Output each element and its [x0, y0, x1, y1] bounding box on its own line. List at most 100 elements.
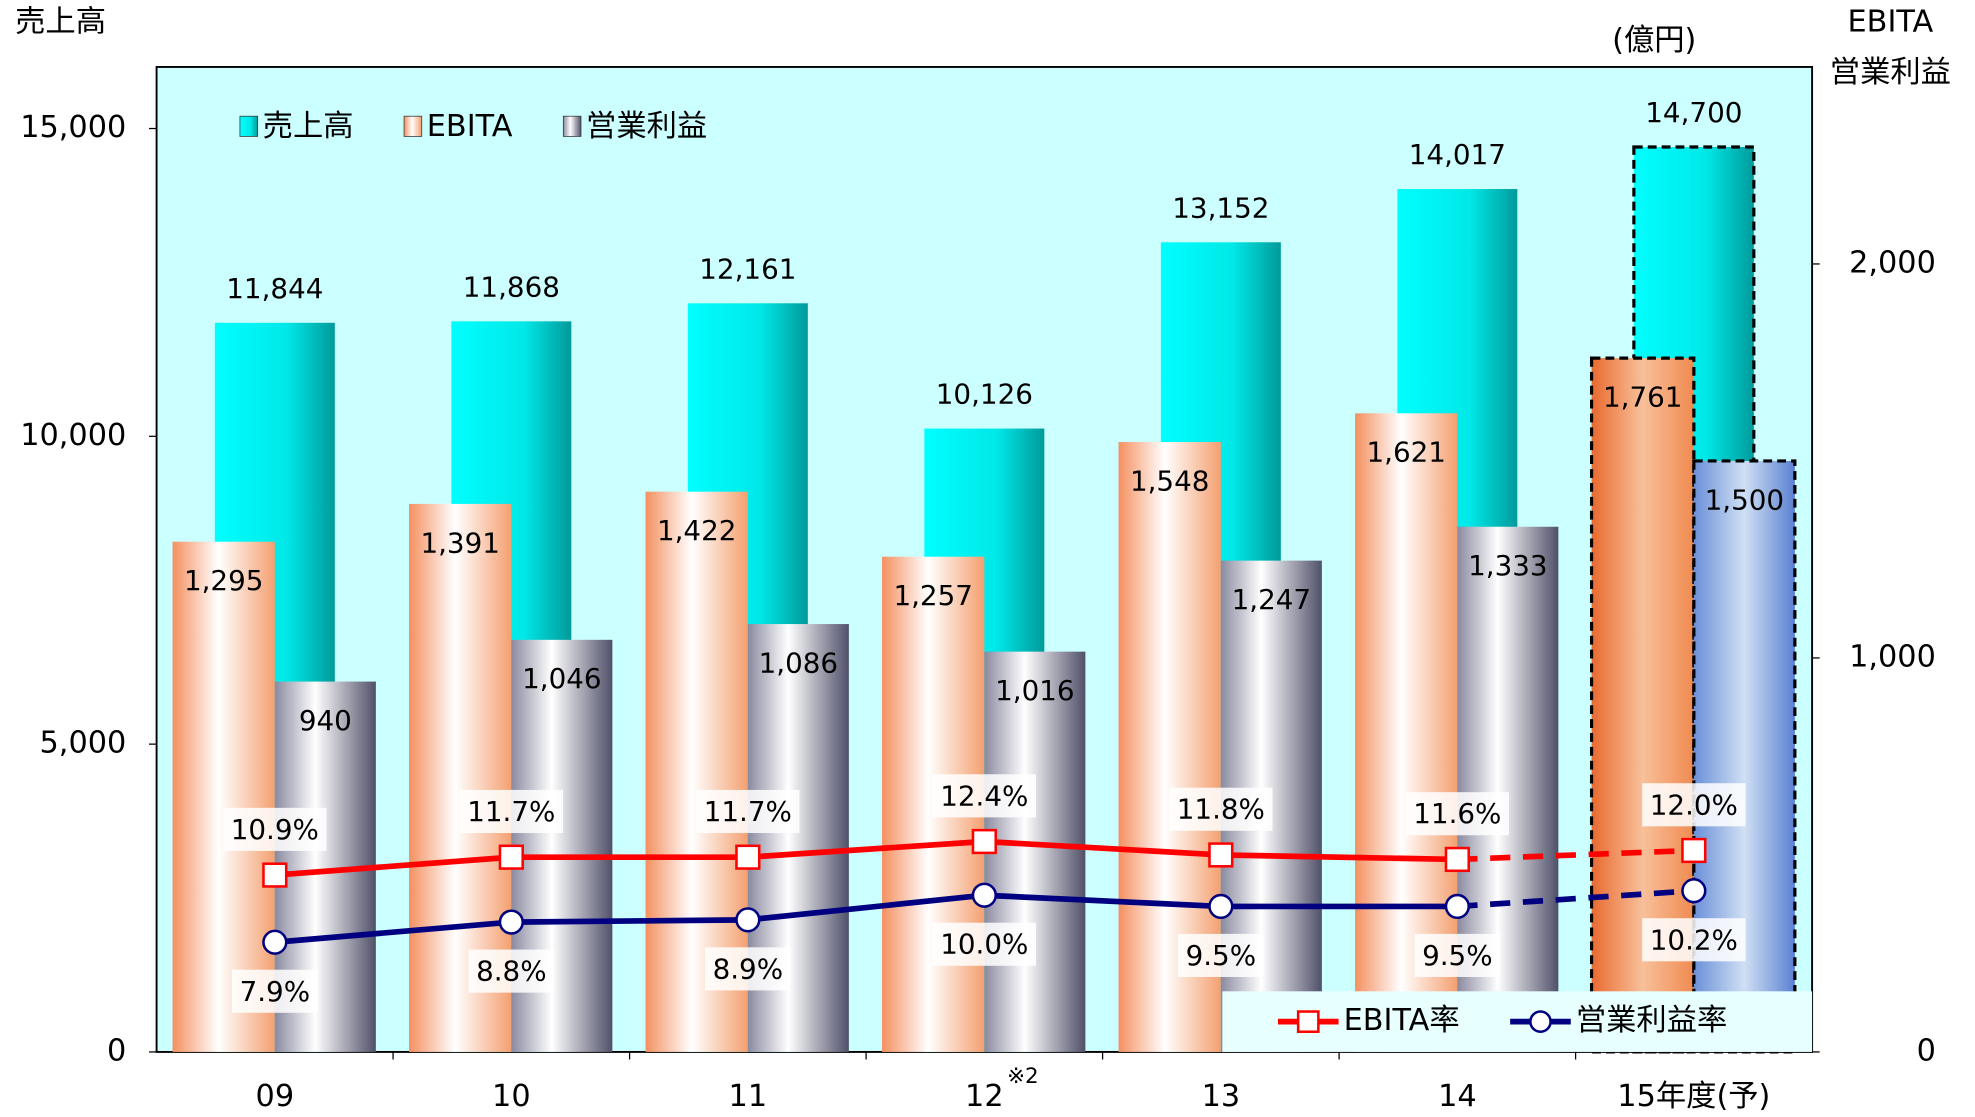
marker: [1681, 837, 1707, 864]
value-label: 12.0%: [1650, 788, 1738, 821]
value-label: 14,017: [1409, 138, 1506, 171]
legend-label: 営業利益率: [1576, 1003, 1727, 1038]
y-axis-label: 売上高: [15, 4, 106, 39]
x-tick-label: 10: [492, 1079, 531, 1114]
x-tick-label: 14: [1438, 1079, 1477, 1114]
marker: [262, 862, 288, 888]
legend-marker: [1296, 1010, 1320, 1033]
value-label: 1,333: [1468, 549, 1548, 582]
label-bg: [1177, 933, 1264, 977]
value-label: 1,548: [1130, 464, 1210, 497]
line: [274, 892, 1458, 946]
legend-label: EBITA率: [1344, 1003, 1460, 1038]
label-bg: [1405, 792, 1510, 836]
value-label: 10.2%: [1650, 923, 1738, 956]
x-tick-label: 15年度(予): [1617, 1079, 1770, 1114]
y2-axis-label: EBITA: [1848, 4, 1934, 39]
label-bg: [223, 807, 327, 851]
value-label: 10.9%: [231, 813, 319, 846]
marker: [498, 844, 524, 870]
label-bg: [932, 774, 1037, 818]
unit-label: (億円): [1612, 23, 1696, 58]
x-tick-label: 11: [729, 1079, 768, 1114]
marker: [971, 882, 997, 908]
value-label: 11.6%: [1413, 797, 1501, 830]
marker: [1444, 846, 1470, 873]
value-label: 1,016: [995, 674, 1075, 707]
lines: 10.9% 11.7% 11.7% 12.4% 11.8% 11.6% 12.0% 7.9% 8…: [223, 774, 1746, 1013]
x-tick-label: 09: [256, 1079, 295, 1114]
value-label: 1,046: [522, 662, 602, 695]
label-bg: [932, 922, 1037, 966]
legend-swatch: [562, 115, 582, 137]
label-bg: [1642, 918, 1746, 962]
x-tick-label: 12: [965, 1079, 1004, 1114]
line: [274, 838, 1458, 878]
marker: [1444, 893, 1470, 920]
value-label: 12.4%: [940, 779, 1028, 812]
value-label: 1,391: [420, 526, 500, 559]
marker: [262, 929, 288, 955]
y2-tick-label: 0: [1917, 1033, 1936, 1068]
value-label: 1,257: [893, 579, 973, 612]
value-label: 9.5%: [1186, 939, 1257, 972]
label-bg: [459, 789, 564, 834]
value-label: 8.8%: [476, 955, 547, 988]
line: [1457, 847, 1694, 863]
value-label: 7.9%: [240, 975, 311, 1008]
value-label: 11.7%: [467, 795, 555, 828]
legend-marker: [1529, 1010, 1552, 1033]
y2-tick-label: 1,000: [1849, 639, 1936, 674]
marker: [1208, 842, 1234, 868]
value-label: 1,500: [1705, 483, 1785, 516]
y-tick-label: 5,000: [40, 726, 127, 761]
label-bg: [704, 947, 791, 991]
value-label: 11.7%: [704, 795, 792, 828]
marker: [735, 844, 761, 870]
value-label: 12,161: [699, 252, 796, 285]
y2-tick-label: 2,000: [1849, 245, 1936, 280]
line: [1457, 887, 1695, 910]
marker: [735, 907, 761, 933]
value-label: 9.5%: [1422, 939, 1493, 972]
x-tick-label: 13: [1202, 1079, 1241, 1114]
value-label: 8.9%: [713, 952, 784, 985]
marker: [1208, 893, 1234, 920]
value-label: 10.0%: [940, 928, 1028, 961]
y-tick-label: 0: [107, 1033, 126, 1068]
bar: [984, 651, 1086, 1052]
label-bg: [696, 789, 800, 834]
marker: [1681, 878, 1707, 904]
legend-label: 営業利益: [586, 109, 707, 144]
bar: [1692, 459, 1797, 1054]
label-bg: [1642, 783, 1746, 827]
category-note: ※2: [1007, 1064, 1039, 1089]
value-label: 1,086: [759, 646, 839, 679]
value-label: 1,422: [657, 514, 736, 547]
value-label: 11,844: [226, 272, 323, 305]
value-label: 1,295: [184, 564, 264, 597]
value-label: 11.8%: [1177, 793, 1265, 826]
bar: [172, 541, 275, 1052]
value-label: 1,761: [1603, 381, 1683, 414]
value-label: 11,868: [463, 270, 560, 303]
y-tick-label: 15,000: [20, 110, 126, 145]
legend-swatch: [239, 115, 258, 137]
y2-axis-label: 営業利益: [1830, 55, 1951, 90]
value-label: 940: [299, 704, 352, 737]
value-label: 1,621: [1366, 436, 1446, 469]
value-label: 13,152: [1172, 191, 1269, 224]
label-bg: [468, 949, 555, 993]
legend-label: 売上高: [263, 109, 354, 144]
legend-swatch: [403, 115, 423, 137]
value-label: 1,247: [1232, 583, 1312, 616]
marker: [971, 828, 997, 855]
label-bg: [231, 969, 318, 1013]
y-tick-label: 10,000: [20, 418, 126, 453]
value-label: 10,126: [936, 378, 1033, 411]
label-bg: [1414, 933, 1501, 977]
legend: 売上高 EBITA 営業利益 EBITA率 営業利益率: [239, 109, 1813, 1052]
marker: [498, 909, 524, 935]
legend-label: EBITA: [427, 109, 513, 144]
